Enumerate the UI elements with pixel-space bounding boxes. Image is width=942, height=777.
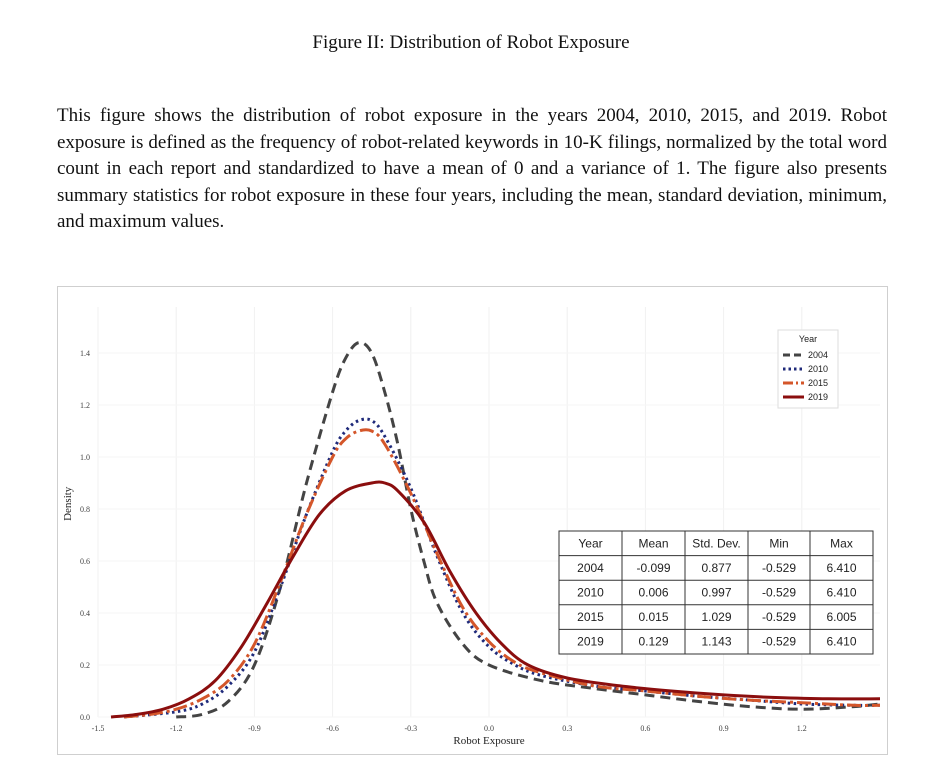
table-cell: -0.099 bbox=[636, 561, 670, 575]
y-tick-label: 0.2 bbox=[80, 661, 90, 670]
y-tick-label: 0.8 bbox=[80, 505, 90, 514]
grid-layer bbox=[97, 307, 880, 718]
x-tick-label: 0.6 bbox=[640, 724, 650, 733]
table-cell: 6.005 bbox=[826, 610, 856, 624]
table-cell: 1.029 bbox=[701, 610, 731, 624]
table-header-cell: Std. Dev. bbox=[692, 536, 740, 550]
table-cell: 0.877 bbox=[701, 561, 731, 575]
y-axis-title: Density bbox=[62, 486, 74, 521]
summary-table: Year Mean Std. Dev. Min Max 2004 -0.099 0.877 -0… bbox=[558, 530, 874, 655]
figure-caption: This figure shows the distribution of ro… bbox=[57, 105, 887, 232]
series-layer bbox=[110, 340, 881, 719]
legend-label-2015: 2015 bbox=[808, 378, 828, 388]
table-border bbox=[558, 530, 874, 655]
x-tick-label: 0.9 bbox=[719, 724, 729, 733]
table-cell: -0.529 bbox=[762, 586, 796, 600]
series-line-2019 bbox=[110, 480, 881, 719]
y-tick-label: 0.0 bbox=[80, 713, 90, 722]
tick-layer: -1.5 -1.2 -0.9 -0.6 -0.3 0.0 0.3 0.6 0.9 1.2 0.0 0.… bbox=[80, 349, 807, 733]
y-tick-label: 1.4 bbox=[80, 349, 90, 358]
table-cell: 6.410 bbox=[826, 586, 856, 600]
table-cell: 2004 bbox=[577, 561, 604, 575]
table-cell: 6.410 bbox=[826, 635, 856, 649]
series-line-2004 bbox=[176, 340, 881, 719]
x-tick-label: -0.6 bbox=[326, 724, 339, 733]
table-cell: -0.529 bbox=[762, 635, 796, 649]
density-chart: -1.5 -1.2 -0.9 -0.6 -0.3 0.0 0.3 0.6 0.9 1.2 0.0 0.… bbox=[57, 286, 888, 755]
chart-canvas: -1.5 -1.2 -0.9 -0.6 -0.3 0.0 0.3 0.6 0.9 1.2 0.0 0.… bbox=[62, 307, 881, 747]
x-tick-label: -1.5 bbox=[92, 724, 105, 733]
y-tick-label: 0.4 bbox=[80, 609, 90, 618]
series-line-2015 bbox=[123, 428, 881, 719]
figure-title: Figure II: Distribution of Robot Exposur… bbox=[312, 32, 630, 53]
legend-label-2004: 2004 bbox=[808, 350, 828, 360]
table-cell: 2019 bbox=[577, 635, 604, 649]
x-tick-label: 1.2 bbox=[797, 724, 807, 733]
y-tick-label: 1.2 bbox=[80, 401, 90, 410]
table-header-cell: Mean bbox=[638, 536, 668, 550]
x-axis-title: Robot Exposure bbox=[453, 735, 524, 747]
table-cell: 1.143 bbox=[701, 635, 731, 649]
table-header-cell: Year bbox=[578, 536, 602, 550]
table-header-cell: Max bbox=[830, 536, 853, 550]
table-cell: -0.529 bbox=[762, 610, 796, 624]
legend-label-2010: 2010 bbox=[808, 364, 828, 374]
x-tick-label: 0.0 bbox=[484, 724, 494, 733]
table-cell: 2010 bbox=[577, 586, 604, 600]
table-cell: 0.997 bbox=[701, 586, 731, 600]
legend: Year 2004 2010 2015 2019 bbox=[777, 329, 839, 409]
x-tick-label: 0.3 bbox=[562, 724, 572, 733]
y-tick-label: 0.6 bbox=[80, 557, 90, 566]
x-tick-label: -0.9 bbox=[248, 724, 261, 733]
table-cell: 0.006 bbox=[638, 586, 668, 600]
legend-label-2019: 2019 bbox=[808, 392, 828, 402]
x-tick-label: -0.3 bbox=[404, 724, 417, 733]
table-cell: 2015 bbox=[577, 610, 604, 624]
x-tick-label: -1.2 bbox=[170, 724, 183, 733]
table-header-cell: Min bbox=[769, 536, 788, 550]
legend-title: Year bbox=[799, 334, 817, 344]
table-cell: 6.410 bbox=[826, 561, 856, 575]
table-cell: -0.529 bbox=[762, 561, 796, 575]
table-cell: 0.129 bbox=[638, 635, 668, 649]
y-tick-label: 1.0 bbox=[80, 453, 90, 462]
table-cell: 0.015 bbox=[638, 610, 668, 624]
legend-box bbox=[777, 329, 839, 409]
